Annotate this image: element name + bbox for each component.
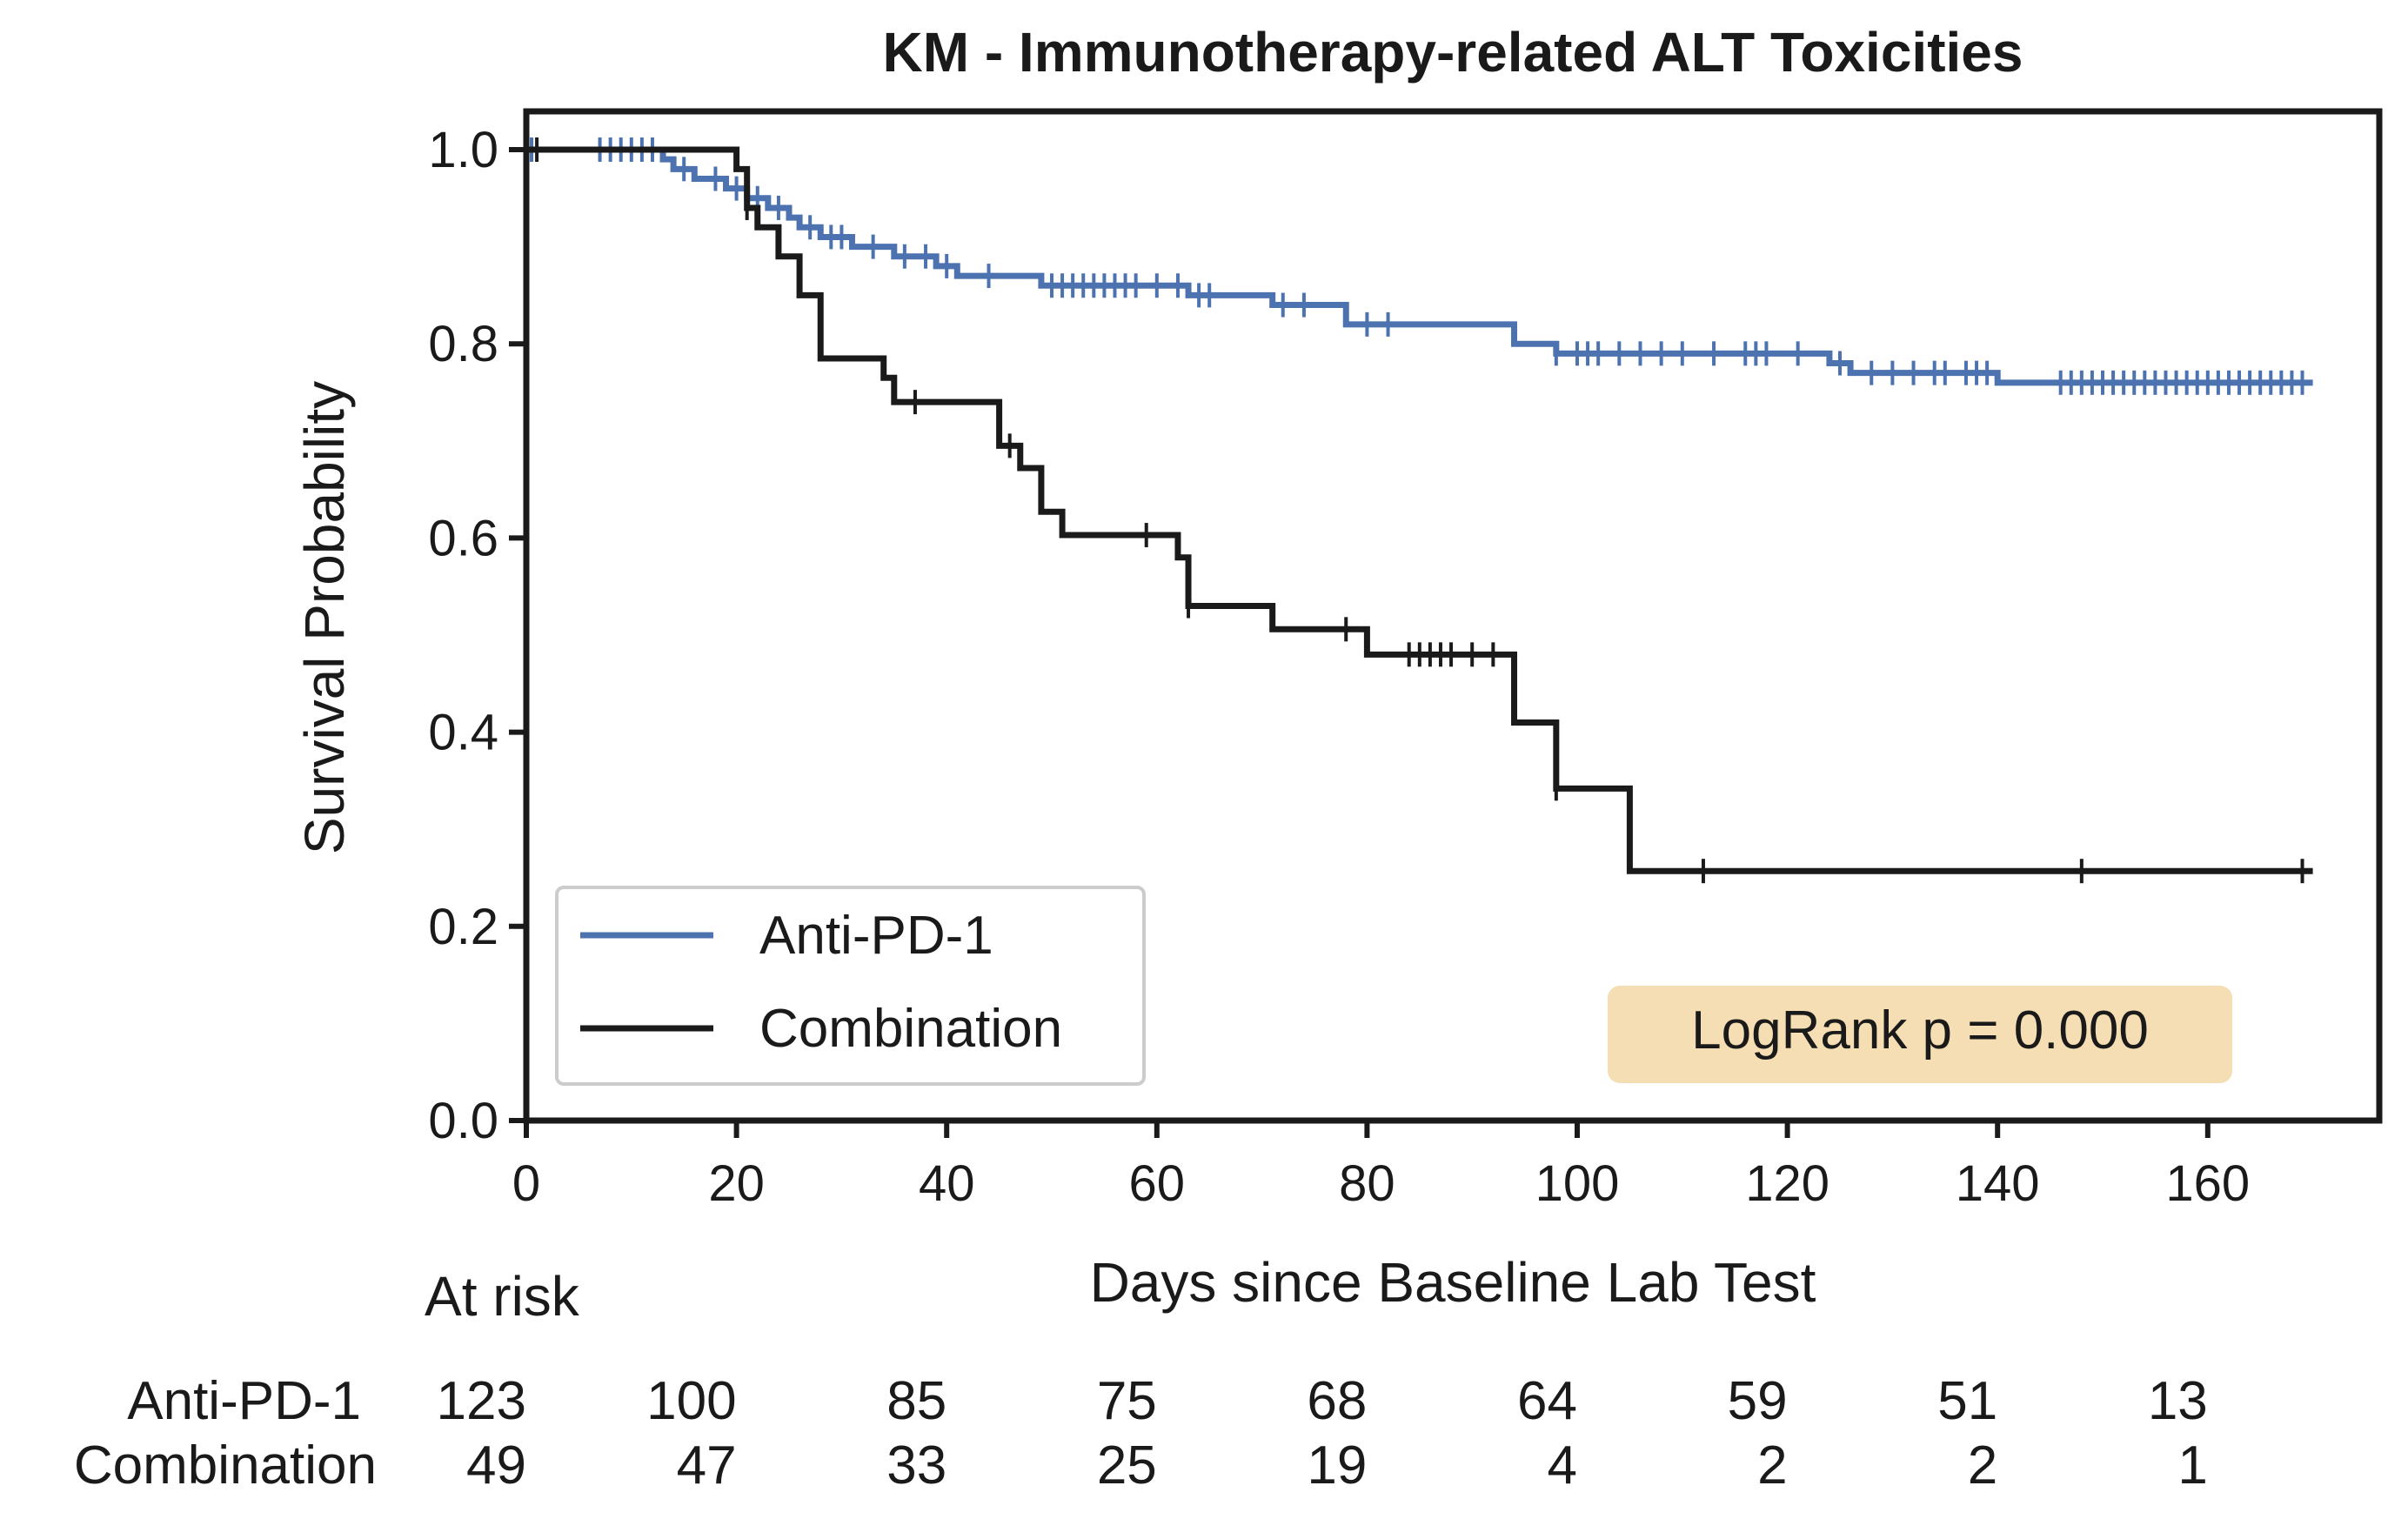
legend-label-combination: Combination xyxy=(759,999,1062,1059)
chart-title: KM - Immunotherapy-related ALT Toxicitie… xyxy=(883,21,2023,84)
y-tick-label: 0.2 xyxy=(428,899,498,955)
logrank-text: LogRank p = 0.000 xyxy=(1691,1000,2149,1061)
km-step-line-combination xyxy=(526,146,2313,874)
at-risk-table: Anti-PD-1 Combination 123 100 85 75 68 64 59 51… xyxy=(74,1371,2208,1496)
x-tick-label: 140 xyxy=(1956,1155,2040,1212)
y-tick-label: 0.8 xyxy=(428,316,498,372)
x-tick-label: 20 xyxy=(708,1155,765,1212)
km-step-line-anti-pd-1 xyxy=(526,146,2313,386)
at-risk-count: 100 xyxy=(646,1371,736,1431)
logrank-box xyxy=(1608,986,2232,1083)
at-risk-count: 25 xyxy=(1097,1435,1157,1496)
series-combination xyxy=(526,137,2313,884)
x-tick-label: 100 xyxy=(1535,1155,1620,1212)
at-risk-count: 19 xyxy=(1307,1435,1367,1496)
at-risk-count: 64 xyxy=(1517,1371,1577,1431)
x-tick-label: 80 xyxy=(1339,1155,1395,1212)
at-risk-count: 2 xyxy=(1757,1435,1787,1496)
at-risk-row-label: Anti-PD-1 xyxy=(127,1371,361,1431)
at-risk-count: 59 xyxy=(1728,1371,1788,1431)
y-axis-label: Survival Probability xyxy=(293,381,356,854)
at-risk-count: 51 xyxy=(1937,1371,1997,1431)
x-axis-label: Days since Baseline Lab Test xyxy=(1090,1251,1816,1314)
y-tick-label: 0.0 xyxy=(428,1093,498,1149)
at-risk-count: 123 xyxy=(437,1371,526,1431)
y-tick-label: 0.4 xyxy=(428,705,498,761)
at-risk-count: 49 xyxy=(466,1435,526,1496)
at-risk-count: 68 xyxy=(1307,1371,1367,1431)
at-risk-count: 2 xyxy=(1968,1435,1997,1496)
x-tick-label: 60 xyxy=(1129,1155,1186,1212)
x-tick-label: 0 xyxy=(512,1155,540,1212)
x-tick-label: 40 xyxy=(919,1155,975,1212)
series-anti-pd-1 xyxy=(526,137,2313,395)
at-risk-count: 75 xyxy=(1097,1371,1157,1431)
y-ticks: 0.0 0.2 0.4 0.6 0.8 1.0 xyxy=(428,122,526,1149)
at-risk-count: 33 xyxy=(886,1435,946,1496)
y-tick-label: 0.6 xyxy=(428,510,498,566)
at-risk-count: 4 xyxy=(1548,1435,1577,1496)
series-layer xyxy=(526,137,2313,884)
y-tick-label: 1.0 xyxy=(428,122,498,178)
legend-label-anti-pd1: Anti-PD-1 xyxy=(759,906,993,966)
plot-frame xyxy=(523,108,2383,1124)
x-tick-label: 120 xyxy=(1745,1155,1829,1212)
at-risk-count: 1 xyxy=(2177,1435,2207,1496)
at-risk-count: 13 xyxy=(2148,1371,2208,1431)
at-risk-count: 47 xyxy=(677,1435,737,1496)
at-risk-header: At risk xyxy=(425,1265,580,1328)
x-ticks: 0 20 40 60 80 100 120 140 160 xyxy=(512,1121,2250,1212)
at-risk-count: 85 xyxy=(886,1371,946,1431)
legend: Anti-PD-1 Combination xyxy=(555,886,1146,1086)
x-tick-label: 160 xyxy=(2165,1155,2250,1212)
logrank-annotation: LogRank p = 0.000 xyxy=(1608,986,2232,1083)
at-risk-row-label: Combination xyxy=(74,1435,377,1496)
